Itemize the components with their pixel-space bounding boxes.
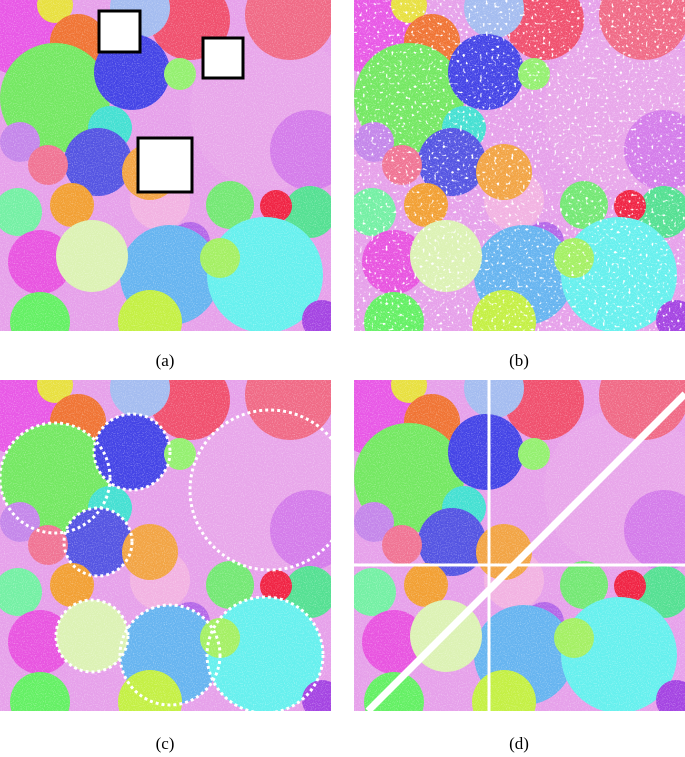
missing-block (136, 136, 194, 194)
missing-line (365, 391, 685, 714)
grain-map (0, 350, 350, 734)
panel-b: (b) (354, 0, 685, 370)
missing-block (201, 36, 245, 80)
random-missing-pixels (354, 0, 685, 331)
panel-d: (d) (329, 350, 685, 753)
caption: (c) (156, 734, 175, 753)
caption: (b) (509, 351, 529, 370)
panel-c: (c) (0, 350, 352, 753)
caption: (d) (509, 734, 529, 753)
panel-a: (a) (0, 0, 350, 370)
caption: (a) (156, 351, 175, 370)
boundary-gaps (0, 408, 352, 715)
grain-map (329, 350, 685, 734)
missing-block (97, 9, 142, 54)
